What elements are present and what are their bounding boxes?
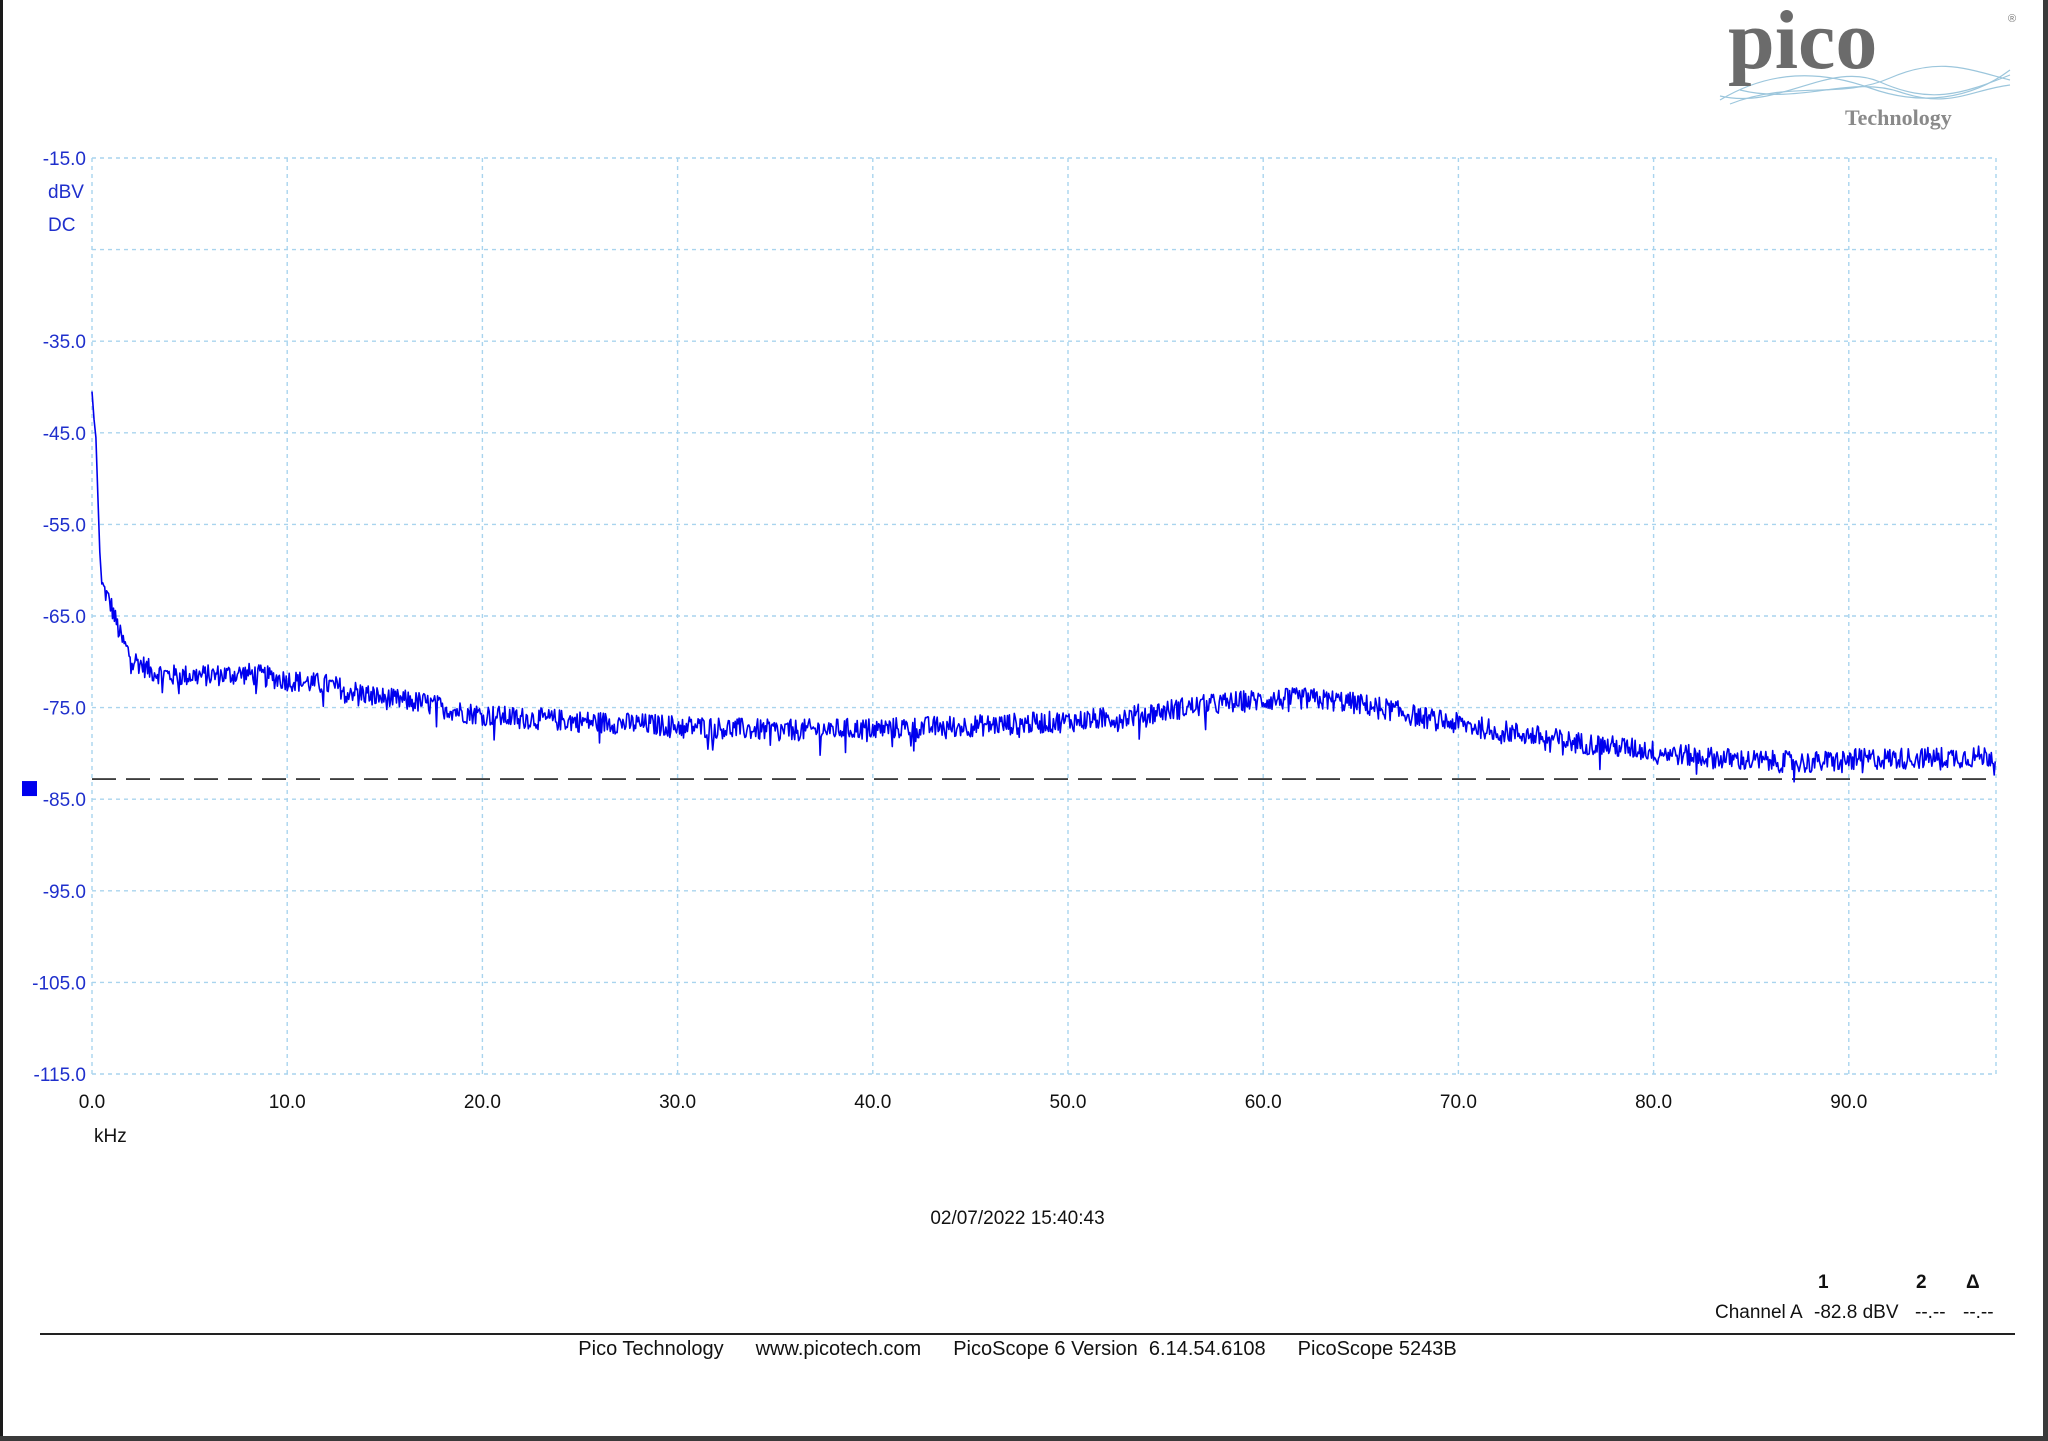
y-tick-label: -15.0 bbox=[43, 149, 86, 170]
cursor-1-header: 1 bbox=[1818, 1272, 1829, 1293]
channel-a-spectrum-line bbox=[91, 391, 1996, 783]
y-axis-ticks: -15.0 -35.0 -45.0 -55.0 -65.0 -75.0 -85.0 -95.0… bbox=[32, 149, 86, 1086]
window-frame-right bbox=[2043, 0, 2048, 1441]
x-tick-label: 30.0 bbox=[659, 1092, 696, 1113]
channel-label: Channel A bbox=[1715, 1302, 1803, 1323]
window-frame-bottom bbox=[0, 1436, 2048, 1441]
footer-software-version: PicoScope 6 Version 6.14.54.6108 bbox=[953, 1338, 1266, 1360]
x-tick-label: 60.0 bbox=[1245, 1092, 1282, 1113]
y-tick-label: -65.0 bbox=[43, 607, 86, 628]
x-tick-label: 50.0 bbox=[1050, 1092, 1087, 1113]
x-tick-label: 80.0 bbox=[1635, 1092, 1672, 1113]
y-tick-label: -75.0 bbox=[43, 699, 86, 720]
cursor-measurement-table: 1 2 Δ Channel A -82.8 dBV --.-- --.-- bbox=[1700, 1272, 2000, 1332]
delta-value: --.-- bbox=[1963, 1302, 1994, 1323]
x-axis-ticks: 0.0 10.0 20.0 30.0 40.0 50.0 60.0 70.0 80.0 90.0 bbox=[79, 1092, 1868, 1113]
x-axis-unit-label: kHz bbox=[94, 1126, 127, 1147]
logo-word: pico bbox=[1728, 0, 1877, 87]
x-tick-label: 40.0 bbox=[854, 1092, 891, 1113]
pico-technology-logo: pico ® Technology bbox=[1719, 0, 2016, 130]
x-tick-label: 70.0 bbox=[1440, 1092, 1477, 1113]
x-tick-label: 0.0 bbox=[79, 1092, 105, 1113]
footer-company: Pico Technology bbox=[578, 1338, 724, 1360]
cursor-2-value: --.-- bbox=[1915, 1302, 1946, 1323]
y-axis-unit-label: dBV bbox=[48, 182, 84, 203]
footer-info: Pico Technology www.picotech.com PicoScope… bbox=[0, 1338, 2035, 1361]
logo-subtitle: Technology bbox=[1845, 105, 1952, 130]
footer-divider bbox=[40, 1333, 2015, 1335]
y-tick-label: -115.0 bbox=[34, 1065, 86, 1086]
x-tick-label: 20.0 bbox=[464, 1092, 501, 1113]
registered-mark-icon: ® bbox=[2008, 13, 2016, 25]
y-tick-label: -85.0 bbox=[43, 790, 86, 811]
x-tick-label: 90.0 bbox=[1830, 1092, 1867, 1113]
y-tick-label: -105.0 bbox=[32, 973, 86, 994]
y-tick-label: -95.0 bbox=[43, 882, 86, 903]
x-tick-label: 10.0 bbox=[269, 1092, 306, 1113]
y-tick-label: -55.0 bbox=[43, 515, 86, 536]
window-frame-left bbox=[0, 0, 3, 1441]
delta-header: Δ bbox=[1966, 1272, 1980, 1293]
y-tick-label: -45.0 bbox=[43, 424, 86, 445]
footer-device: PicoScope 5243B bbox=[1297, 1338, 1457, 1360]
y-tick-label: -35.0 bbox=[43, 332, 86, 353]
footer-website: www.picotech.com bbox=[755, 1338, 922, 1360]
cursor-marker-handle[interactable] bbox=[22, 781, 37, 797]
coupling-label: DC bbox=[48, 215, 75, 236]
chart-grid bbox=[91, 157, 1997, 1075]
cursor-2-header: 2 bbox=[1916, 1272, 1927, 1293]
capture-timestamp: 02/07/2022 15:40:43 bbox=[930, 1208, 1105, 1229]
cursor-1-value: -82.8 dBV bbox=[1814, 1302, 1899, 1323]
logo-wave-icon bbox=[1719, 65, 2011, 105]
